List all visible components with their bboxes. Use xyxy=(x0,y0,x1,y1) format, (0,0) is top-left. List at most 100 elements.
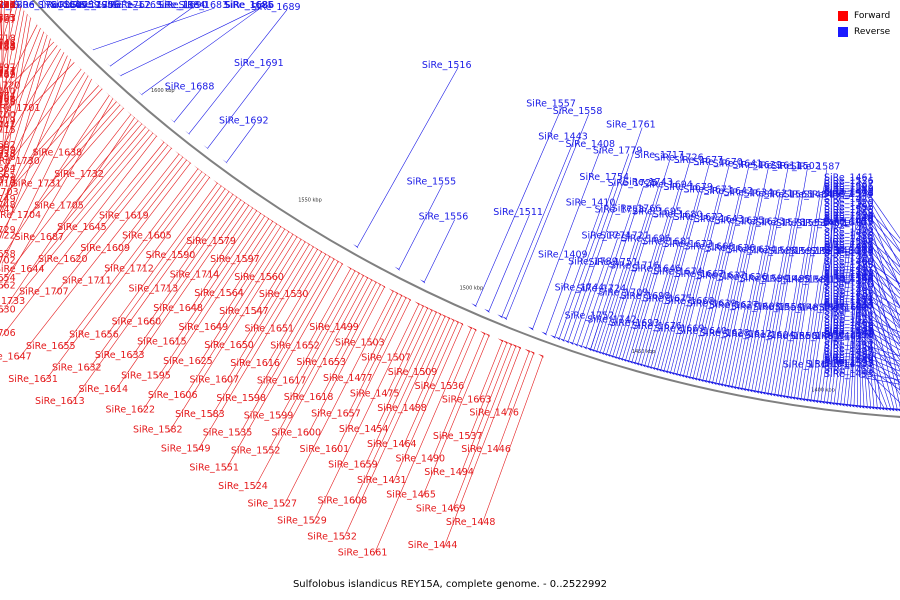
gene-label: SiRe_1574 xyxy=(823,189,873,200)
leader-line xyxy=(859,357,900,377)
leader-line xyxy=(1,24,38,95)
gene-arrow xyxy=(678,373,685,378)
gene-arrow xyxy=(43,31,49,37)
leader-line xyxy=(619,268,647,358)
gene-label: SiRe_1721 xyxy=(600,230,650,241)
leader-line xyxy=(49,5,194,9)
gene-arrow xyxy=(321,251,327,256)
leader-line xyxy=(450,329,477,390)
leader-line xyxy=(596,264,625,351)
leader-line xyxy=(532,146,602,329)
gene-label: SiRe_1782 xyxy=(0,70,16,81)
gene-arrow xyxy=(595,350,601,355)
leader-line xyxy=(859,267,900,307)
tick-label: 1600 kbp xyxy=(151,88,175,94)
leader-line xyxy=(181,191,230,259)
leader-line xyxy=(830,225,854,403)
gene-label: SiRe_1614 xyxy=(78,384,128,395)
gene-label: SiRe_1529 xyxy=(277,515,327,526)
leader-line xyxy=(120,7,261,76)
gene-label: SiRe_1661 xyxy=(338,547,388,558)
gene-label: SiRe_1576 xyxy=(797,303,847,314)
gene-arrow xyxy=(484,308,490,313)
gene-label: SiRe_1671 xyxy=(683,184,733,195)
leader-line xyxy=(141,218,270,413)
leader-line xyxy=(50,126,146,241)
gene-label: SiRe_1462 xyxy=(824,318,874,329)
leader-line xyxy=(373,327,472,556)
leader-line xyxy=(506,113,590,319)
gene-arrow xyxy=(244,202,250,207)
leader-line xyxy=(859,244,900,308)
gene-label: SiRe_1425 xyxy=(824,194,874,205)
gene-label: SiRe_1682 xyxy=(0,140,16,151)
gene-label: SiRe_1758 xyxy=(0,0,16,11)
gene-arrow xyxy=(33,20,39,26)
gene-label: SiRe_1737 xyxy=(0,0,16,11)
gene-label: SiRe_1605 xyxy=(122,231,172,242)
leader-line xyxy=(97,162,191,284)
gene-label: SiRe_1459 xyxy=(824,282,874,293)
gene-label: SiRe_1646 xyxy=(632,264,682,275)
leader-line xyxy=(859,364,900,403)
leader-line xyxy=(0,5,3,46)
leader-line xyxy=(335,299,411,453)
gene-arrow xyxy=(309,243,315,249)
gene-label: SiRe_1594 xyxy=(739,273,789,284)
leader-line xyxy=(370,292,398,346)
gene-arrow xyxy=(292,233,298,239)
leader-line xyxy=(696,194,740,379)
leader-line xyxy=(859,255,900,285)
leader-line xyxy=(130,199,242,359)
leader-line xyxy=(859,309,868,407)
leader-line xyxy=(859,337,888,409)
leader-line xyxy=(229,223,278,297)
leader-line xyxy=(859,264,900,299)
gene-arrow xyxy=(252,207,258,212)
gene-label: SiRe_1700 xyxy=(0,110,16,121)
leader-line xyxy=(431,332,486,462)
gene-label: SiRe_1471 xyxy=(824,297,874,308)
leader-line xyxy=(198,228,286,365)
gene-label: SiRe_1550 xyxy=(768,331,818,342)
tick-label: 1500 kbp xyxy=(460,285,484,291)
gene-arrow xyxy=(201,171,207,176)
leader-line xyxy=(245,220,274,263)
gene-label: SiRe_1560 xyxy=(234,272,284,283)
gene-arrow xyxy=(630,360,636,365)
gene-label: SiRe_1458 xyxy=(824,223,874,234)
gene-arrow xyxy=(116,101,122,107)
gene-label: SiRe_1692 xyxy=(219,116,269,127)
gene-arrow xyxy=(444,315,451,320)
leader-line xyxy=(30,129,150,273)
leader-line xyxy=(11,132,154,305)
gene-label: SiRe_1793 xyxy=(0,0,16,11)
gene-label: SiRe_1660 xyxy=(112,317,162,328)
leader-line xyxy=(706,306,724,381)
gene-label: SiRe_1447 xyxy=(824,302,874,313)
gene-label: SiRe_1617 xyxy=(257,375,307,386)
leader-line xyxy=(1,95,110,258)
gene-label: SiRe_1553 xyxy=(776,218,826,229)
leader-line xyxy=(859,247,900,327)
gene-label: SiRe_1483 xyxy=(775,303,825,314)
gene-arrow xyxy=(471,303,477,308)
gene-arrow xyxy=(63,51,69,57)
leader-line xyxy=(572,290,591,343)
leader-line xyxy=(239,241,306,349)
gene-label: SiRe_1799 xyxy=(64,0,114,11)
gene-label: SiRe_1586 xyxy=(824,273,874,284)
leader-line xyxy=(859,293,900,322)
leader-line xyxy=(712,250,742,382)
gene-label: SiRe_1634 xyxy=(724,188,774,199)
gene-arrow xyxy=(528,326,534,331)
leader-line xyxy=(859,223,878,408)
leader-line xyxy=(70,188,226,405)
gene-arrow xyxy=(224,188,231,193)
gene-arrow xyxy=(184,130,190,136)
leader-line xyxy=(392,323,464,484)
gene-arrow xyxy=(89,46,95,52)
gene-label: SiRe_1548 xyxy=(824,274,874,285)
